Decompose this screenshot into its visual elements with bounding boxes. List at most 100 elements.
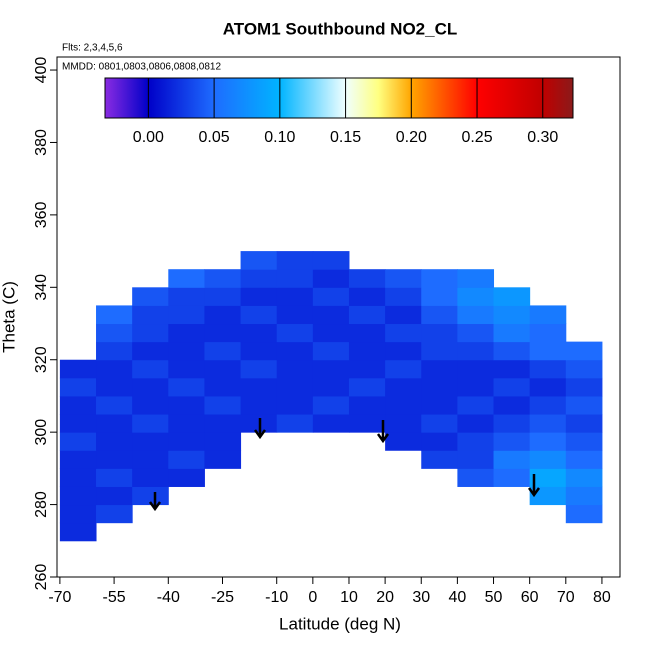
y-tick-label: 260 xyxy=(33,564,50,591)
plot-frame xyxy=(56,56,621,578)
heatmap-cell xyxy=(529,395,567,415)
x-tick-label: -10 xyxy=(265,589,288,606)
heatmap-cell xyxy=(457,432,495,451)
heatmap-cell xyxy=(565,395,603,415)
heatmap-cell xyxy=(421,395,458,415)
heatmap-cell xyxy=(493,432,531,451)
heatmap-cell xyxy=(312,377,350,397)
heatmap-cell xyxy=(204,414,242,433)
arrow xyxy=(253,418,267,440)
heatmap-cell xyxy=(457,305,495,325)
heatmap-cell xyxy=(385,323,422,343)
heatmap-cell xyxy=(132,287,169,306)
heatmap-cell xyxy=(132,395,169,415)
x-axis-label: Latitude (deg N) xyxy=(279,614,401,633)
heatmap-cell xyxy=(276,395,314,415)
heatmap-cell xyxy=(59,522,97,542)
colorbar-tick-label: 0.10 xyxy=(264,129,295,146)
heatmap-cell xyxy=(348,341,386,361)
heatmap-cell xyxy=(493,450,531,469)
heatmap-cell xyxy=(348,305,386,325)
heatmap-cell xyxy=(59,377,97,397)
heatmap-cell xyxy=(493,359,531,379)
heatmap-cell xyxy=(96,414,133,433)
y-tick-label: 300 xyxy=(33,419,50,446)
heatmap-cell xyxy=(96,450,133,469)
heatmap-cell xyxy=(529,323,567,343)
heatmap-cell xyxy=(457,468,495,487)
heatmap-cell xyxy=(204,377,242,397)
heatmap-cell xyxy=(385,287,422,306)
heatmap-cell xyxy=(421,305,458,325)
arrows xyxy=(148,418,541,512)
heatmap-cell xyxy=(59,468,97,487)
heatmap-cell xyxy=(312,287,350,306)
heatmap-cell xyxy=(204,341,242,361)
heatmap-cell xyxy=(421,269,458,288)
heatmap-cell xyxy=(421,287,458,306)
heatmap-cell xyxy=(348,287,386,306)
y-axis-label: Theta (C) xyxy=(0,281,18,353)
heatmap-cell xyxy=(385,432,422,451)
heatmap-cell xyxy=(204,269,242,288)
heatmap-cell xyxy=(204,323,242,343)
heatmap-cell xyxy=(132,486,169,506)
heatmap-cell xyxy=(168,269,205,288)
heatmap-cell xyxy=(565,486,603,506)
heatmap-cell xyxy=(276,269,314,288)
heatmap-cell xyxy=(565,341,603,361)
heatmap-cell xyxy=(421,450,458,469)
heatmap-cell xyxy=(96,305,133,325)
heatmap-cell xyxy=(132,377,169,397)
heatmap-cell xyxy=(240,251,278,270)
flights-note: Flts: 2,3,4,5,6 xyxy=(62,43,123,54)
heatmap-cell xyxy=(385,377,422,397)
heatmap-cell xyxy=(132,450,169,469)
x-tick-label: 70 xyxy=(557,589,575,606)
heatmap-cell xyxy=(168,414,205,433)
heatmap-cell xyxy=(168,305,205,325)
heatmap-cell xyxy=(529,450,567,469)
x-tick-label: 0 xyxy=(308,589,317,606)
heatmap-cell xyxy=(565,450,603,469)
heatmap-cell xyxy=(493,377,531,397)
heatmap-cell xyxy=(132,432,169,451)
heatmap-cell xyxy=(96,432,133,451)
x-tick-label: 30 xyxy=(412,589,430,606)
y-tick-label: 320 xyxy=(33,346,50,373)
heatmap-cell xyxy=(385,269,422,288)
heatmap-cell xyxy=(493,287,531,306)
heatmap-cell xyxy=(204,395,242,415)
heatmap-cell xyxy=(240,269,278,288)
heatmap-cell xyxy=(529,468,567,487)
heatmap-cell xyxy=(59,486,97,506)
heatmap-cell xyxy=(312,414,350,433)
heatmap-cell xyxy=(529,486,567,506)
heatmap-cell xyxy=(204,359,242,379)
heatmap-cell xyxy=(276,359,314,379)
heatmap-cell xyxy=(132,359,169,379)
heatmap-cell xyxy=(59,359,97,379)
y-tick-label: 360 xyxy=(33,201,50,228)
heatmap-cell xyxy=(168,359,205,379)
heatmap-cell xyxy=(276,341,314,361)
heatmap-cell xyxy=(312,305,350,325)
heatmap-cell xyxy=(385,359,422,379)
heatmap-cell xyxy=(565,377,603,397)
heatmap-cell xyxy=(493,323,531,343)
heatmap-cell xyxy=(96,395,133,415)
colorbar xyxy=(104,77,574,119)
heatmap-cell xyxy=(132,341,169,361)
heatmap-cell xyxy=(96,341,133,361)
heatmap-cell xyxy=(312,341,350,361)
heatmap-cell xyxy=(421,323,458,343)
dates-note: MMDD: 0801,0803,0806,0808,0812 xyxy=(62,62,221,73)
x-tick-label: 50 xyxy=(485,589,503,606)
heatmap-cell xyxy=(168,287,205,306)
heatmap-cell xyxy=(276,414,314,433)
heatmap-cell xyxy=(168,323,205,343)
heatmap-cell xyxy=(168,450,205,469)
heatmap-cell xyxy=(457,269,495,288)
heatmap-cell xyxy=(204,287,242,306)
